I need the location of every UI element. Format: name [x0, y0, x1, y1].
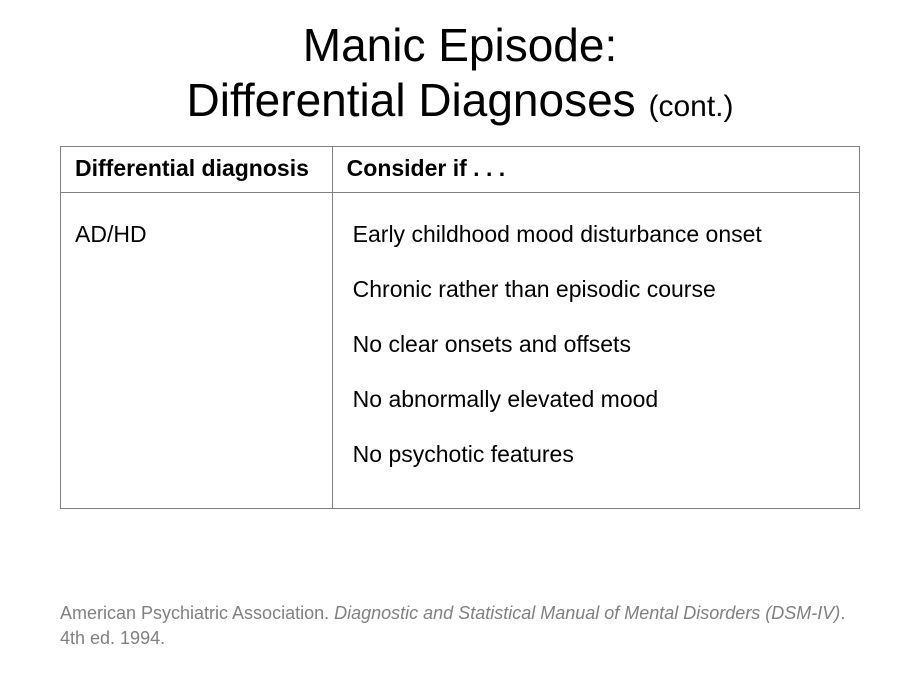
criteria-list: Early childhood mood disturbance onset C… [347, 221, 845, 468]
criteria-item: No clear onsets and offsets [353, 331, 845, 358]
criteria-item: Chronic rather than episodic course [353, 276, 845, 303]
citation: American Psychiatric Association. Diagno… [60, 601, 860, 650]
header-differential-diagnosis: Differential diagnosis [61, 147, 333, 193]
diagnosis-table: Differential diagnosis Consider if . . .… [60, 146, 860, 509]
slide-title: Manic Episode: Differential Diagnoses (c… [0, 0, 920, 138]
citation-author: American Psychiatric Association. [60, 603, 334, 623]
table-header-row: Differential diagnosis Consider if . . . [61, 147, 860, 193]
title-line-2: Differential Diagnoses (cont.) [0, 73, 920, 128]
criteria-cell: Early childhood mood disturbance onset C… [332, 193, 859, 509]
header-consider-if: Consider if . . . [332, 147, 859, 193]
table-row: AD/HD Early childhood mood disturbance o… [61, 193, 860, 509]
citation-title-italic: Diagnostic and Statistical Manual of Men… [334, 603, 840, 623]
criteria-item: Early childhood mood disturbance onset [353, 221, 845, 248]
title-line-1: Manic Episode: [0, 18, 920, 73]
criteria-item: No psychotic features [353, 441, 845, 468]
diagnosis-cell: AD/HD [61, 193, 333, 509]
title-main-text: Differential Diagnoses [187, 74, 649, 126]
criteria-item: No abnormally elevated mood [353, 386, 845, 413]
title-continuation: (cont.) [648, 90, 733, 123]
diagnosis-table-container: Differential diagnosis Consider if . . .… [60, 146, 860, 509]
